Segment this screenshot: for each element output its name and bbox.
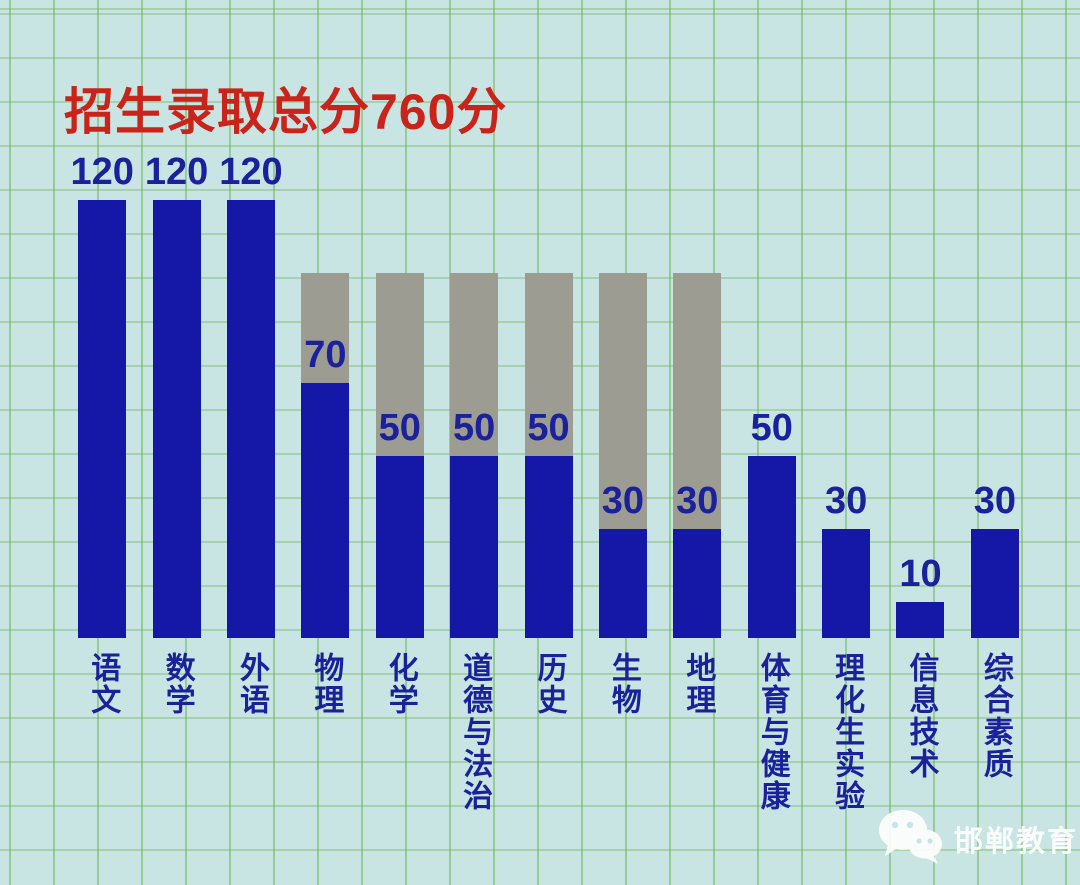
subject-label: 道德与法治 [458,652,492,812]
subject-label: 语文 [86,652,120,716]
score-bar [375,455,424,638]
subject-label: 信息技术 [904,652,938,780]
score-bar [747,455,796,638]
score-bar [226,200,275,638]
score-value: 50 [453,406,496,449]
bar-group: 30 理化生实验 [809,0,883,848]
score-bar [78,200,127,638]
score-bar [673,528,722,638]
score-value: 120 [219,151,283,193]
score-bar [450,455,499,638]
score-value: 30 [676,479,719,522]
bar-group: 30 生物 [586,0,660,848]
score-bar [970,528,1019,638]
score-value: 30 [973,479,1017,522]
subject-label: 外语 [234,652,268,716]
chart-title: 招生录取总分760分 [64,84,508,140]
bar-group: 120 数学 [139,0,213,848]
score-bar [524,455,573,638]
bar-group: 30 综合素质 [958,0,1032,848]
wechat-icon [878,808,944,869]
watermark-text: 邯郸教育 [954,825,1079,858]
score-bar [896,601,945,638]
score-bar [598,528,647,638]
subject-label: 生物 [606,652,640,716]
bar-group: 50 化学 [363,0,437,848]
bar-group: 10 信息技术 [883,0,957,848]
bar-group: 120 语文 [65,0,139,848]
score-value: 10 [899,552,942,595]
subject-label: 理化生实验 [830,652,864,812]
subject-label: 历史 [532,652,566,716]
bar-group: 120 外语 [214,0,288,848]
subject-label: 体育与健康 [755,652,789,812]
watermark: 邯郸教育 [878,808,1078,869]
score-value: 50 [750,406,793,449]
bar-group: 70 物理 [288,0,362,848]
bar-group: 50 体育与健康 [735,0,809,848]
subject-label: 综合素质 [978,652,1012,780]
score-value: 120 [70,151,134,193]
subject-label: 数学 [160,652,194,716]
score-bar [301,382,350,638]
subject-label: 地理 [681,652,715,716]
bar-group: 50 道德与法治 [437,0,511,848]
score-value: 70 [304,333,347,376]
score-value: 50 [527,406,570,449]
score-bar [152,200,201,638]
bar-group: 30 地理 [660,0,734,848]
score-value: 30 [824,479,868,522]
bar-chart: 120 语文 120 数学 120 外语 70 物理 50 化学 50 道德与法治 50 历史 30 生物 30… [65,0,1032,848]
subject-label: 物理 [309,652,343,716]
score-bar [822,528,871,638]
bar-group: 50 历史 [511,0,585,848]
score-value: 50 [378,406,421,449]
score-value: 30 [601,479,645,522]
subject-label: 化学 [383,652,417,716]
score-value: 120 [144,151,209,193]
